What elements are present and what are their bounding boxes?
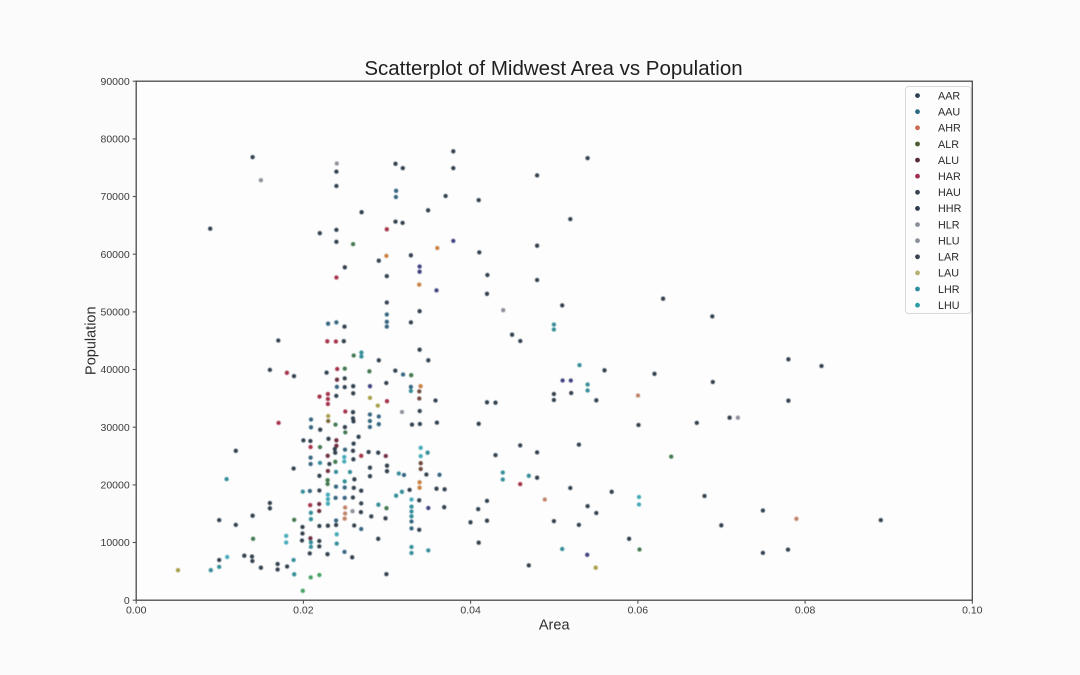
svg-text:0.08: 0.08 (795, 605, 816, 617)
svg-text:AAU: AAU (938, 107, 960, 119)
svg-text:90000: 90000 (100, 76, 129, 88)
svg-text:LAU: LAU (938, 268, 959, 280)
svg-text:60000: 60000 (100, 249, 129, 261)
svg-text:HLR: HLR (938, 219, 960, 231)
svg-text:0.02: 0.02 (293, 605, 314, 617)
svg-text:10000: 10000 (100, 537, 129, 549)
svg-text:HAR: HAR (938, 171, 961, 183)
svg-text:ALU: ALU (938, 155, 959, 167)
svg-text:AAR: AAR (938, 90, 960, 102)
svg-text:50000: 50000 (100, 307, 129, 319)
svg-text:Population: Population (84, 306, 100, 375)
svg-text:LAR: LAR (938, 252, 959, 264)
svg-text:Area: Area (539, 618, 571, 634)
svg-text:0.00: 0.00 (126, 605, 147, 617)
svg-text:HLU: HLU (938, 236, 960, 248)
svg-text:20000: 20000 (100, 480, 129, 492)
svg-text:AHR: AHR (938, 123, 961, 135)
svg-text:70000: 70000 (100, 191, 129, 203)
svg-text:0.10: 0.10 (962, 605, 983, 617)
svg-text:30000: 30000 (100, 422, 129, 434)
svg-text:LHR: LHR (938, 284, 960, 296)
svg-text:HAU: HAU (938, 187, 961, 199)
svg-text:ALR: ALR (938, 139, 959, 151)
svg-text:0.06: 0.06 (628, 605, 649, 617)
svg-text:40000: 40000 (100, 364, 129, 376)
svg-text:HHR: HHR (938, 203, 962, 215)
svg-text:0: 0 (124, 595, 130, 607)
svg-text:0.04: 0.04 (460, 605, 481, 617)
svg-text:80000: 80000 (100, 134, 129, 146)
svg-text:Scatterplot of Midwest Area vs: Scatterplot of Midwest Area vs Populatio… (364, 57, 742, 80)
svg-text:LHU: LHU (938, 300, 960, 312)
